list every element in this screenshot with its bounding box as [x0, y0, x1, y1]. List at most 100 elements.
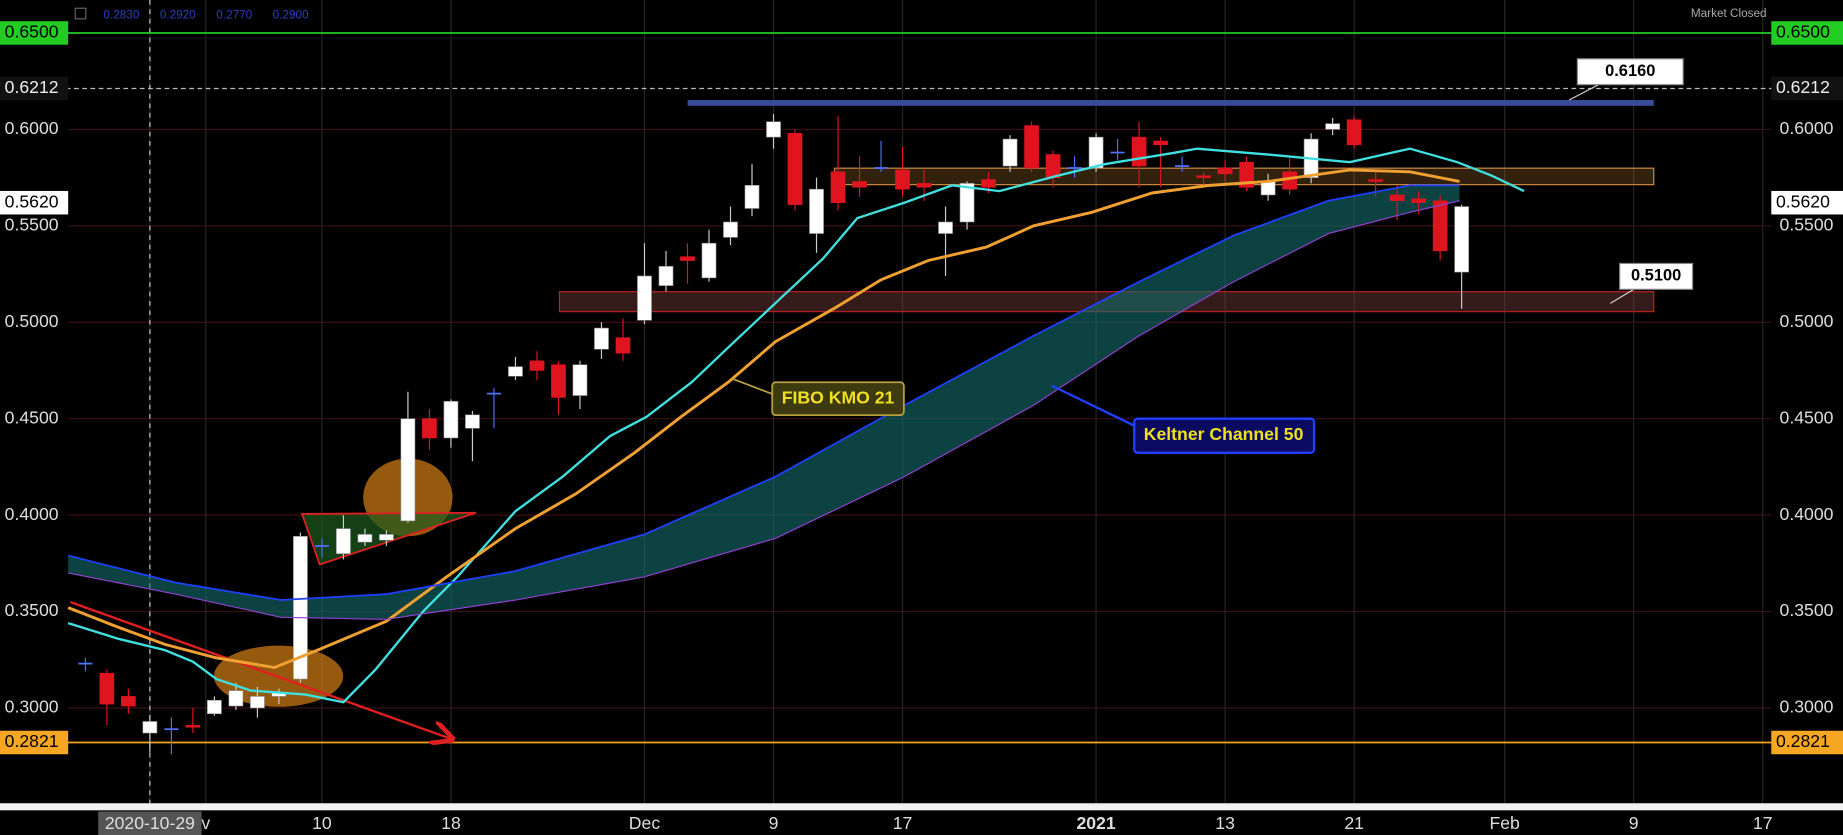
- candle-body: [637, 275, 652, 321]
- candle-body: [938, 221, 953, 234]
- level-label-bg: [0, 76, 69, 101]
- candle-body: [1088, 136, 1104, 169]
- level-label: 0.5620: [5, 191, 59, 211]
- candle-body: [658, 266, 674, 286]
- candle-body: [121, 696, 136, 707]
- y-tick-label: 0.3500: [1780, 600, 1834, 620]
- x-tick-label: 13: [1215, 813, 1235, 833]
- axes: 0.3000 0.3000 0.3500 0.3500 0.4000 0.4000 0.45…: [0, 8, 1843, 835]
- candle-body: [1239, 161, 1254, 188]
- candle-body: [1045, 154, 1061, 178]
- level-label: 0.2821: [1776, 731, 1830, 751]
- candle-body: [809, 188, 824, 234]
- ohlc-readout: 0.2900: [273, 8, 309, 21]
- level-label: 0.6500: [5, 22, 59, 42]
- candle-body: [1432, 200, 1448, 252]
- callout-text: Keltner Channel 50: [1144, 424, 1304, 444]
- callout-box: [771, 381, 905, 417]
- candle-body: [207, 699, 222, 715]
- candle-body: [422, 418, 437, 439]
- y-tick-label: 0.5000: [5, 311, 59, 331]
- y-tick-label: 0.5500: [5, 214, 59, 234]
- indicator-line: [68, 200, 1460, 620]
- candle-body: [852, 181, 867, 188]
- x-tick-label: Feb: [1489, 813, 1520, 833]
- candle-body: [1260, 181, 1276, 196]
- axis-separator: [0, 803, 1843, 811]
- candle-body: [723, 221, 738, 238]
- candle-body: [1196, 175, 1211, 178]
- candle-body: [336, 528, 351, 554]
- level-label-bg: [0, 730, 69, 755]
- x-tick-label: 17: [1753, 813, 1773, 833]
- level-label-bg: [0, 21, 69, 45]
- x-tick-label: 2020-10-29: [105, 813, 195, 833]
- candle-body: [1389, 194, 1405, 202]
- level-label-bg: [1771, 190, 1843, 215]
- callout-text: 0.6160: [1605, 62, 1655, 80]
- level-label-bg: [1771, 21, 1843, 45]
- x-tick-label: 10: [312, 813, 332, 833]
- x-tick-label: 18: [441, 813, 461, 833]
- candle-body: [981, 179, 996, 188]
- callouts: 0.6160 0.5100 FIBO KMO 21 Keltner Channe…: [731, 58, 1694, 454]
- candle-body: [400, 418, 416, 522]
- callout-box: [1133, 417, 1316, 454]
- candle-body: [1368, 179, 1383, 182]
- y-tick-label: 0.4000: [1780, 504, 1834, 524]
- level-label-bg: [1771, 76, 1843, 101]
- y-tick-label: 0.4500: [5, 407, 59, 427]
- y-tick-label: 0.3000: [1780, 697, 1834, 717]
- callout-box: [1619, 262, 1694, 290]
- y-tick-label: 0.4500: [1780, 407, 1834, 427]
- candle-body: [379, 534, 394, 541]
- candle-body: [787, 132, 803, 205]
- callout-box: [1576, 58, 1684, 86]
- candle-body: [142, 721, 158, 734]
- candle-body: [572, 364, 588, 396]
- candle-body: [1002, 138, 1018, 167]
- candle-body: [1153, 140, 1168, 146]
- candle-body: [916, 183, 932, 188]
- x-tick-label: 9: [769, 813, 779, 833]
- callout-line: [1051, 384, 1135, 427]
- candle-body: [1024, 125, 1039, 169]
- candle-body: [508, 366, 523, 377]
- candle-body: [594, 327, 609, 350]
- y-tick-label: 0.3000: [5, 697, 59, 717]
- candle-body: [357, 534, 373, 543]
- y-tick-label: 0.5500: [1780, 214, 1834, 234]
- callout-text: 0.5100: [1631, 267, 1681, 285]
- indicator-line: [67, 147, 1525, 704]
- candle-body: [766, 121, 781, 138]
- candle-body: [830, 171, 846, 203]
- resistance-zone: [687, 99, 1654, 106]
- level-label-bg: [1771, 730, 1843, 755]
- x-tick-label: v: [201, 813, 210, 833]
- level-label: 0.2821: [5, 731, 59, 751]
- candle-body: [250, 696, 265, 709]
- ohlc-readout: 0.2830: [103, 8, 139, 21]
- crosshair-label-bg: [98, 811, 202, 835]
- candle-body: [1131, 136, 1147, 167]
- callout-line: [731, 377, 773, 395]
- candle-body: [1454, 206, 1469, 273]
- candle-body: [443, 401, 459, 439]
- y-tick-label: 0.6000: [1780, 118, 1834, 138]
- ohlc-readout: 0.2770: [216, 8, 252, 21]
- candle-body: [185, 725, 201, 728]
- candle-body: [895, 169, 910, 190]
- callout-text: FIBO KMO 21: [782, 387, 895, 407]
- candle-body: [744, 185, 760, 209]
- market-status: Market Closed: [1691, 7, 1767, 20]
- candle-body: [1325, 123, 1340, 130]
- candle-body: [465, 414, 480, 429]
- y-tick-label: 0.6000: [5, 118, 59, 138]
- callout-line: [1609, 288, 1635, 304]
- candle-body: [293, 536, 308, 680]
- candle-body: [701, 242, 717, 279]
- candle-body: [551, 364, 566, 398]
- callout-line: [1568, 84, 1599, 101]
